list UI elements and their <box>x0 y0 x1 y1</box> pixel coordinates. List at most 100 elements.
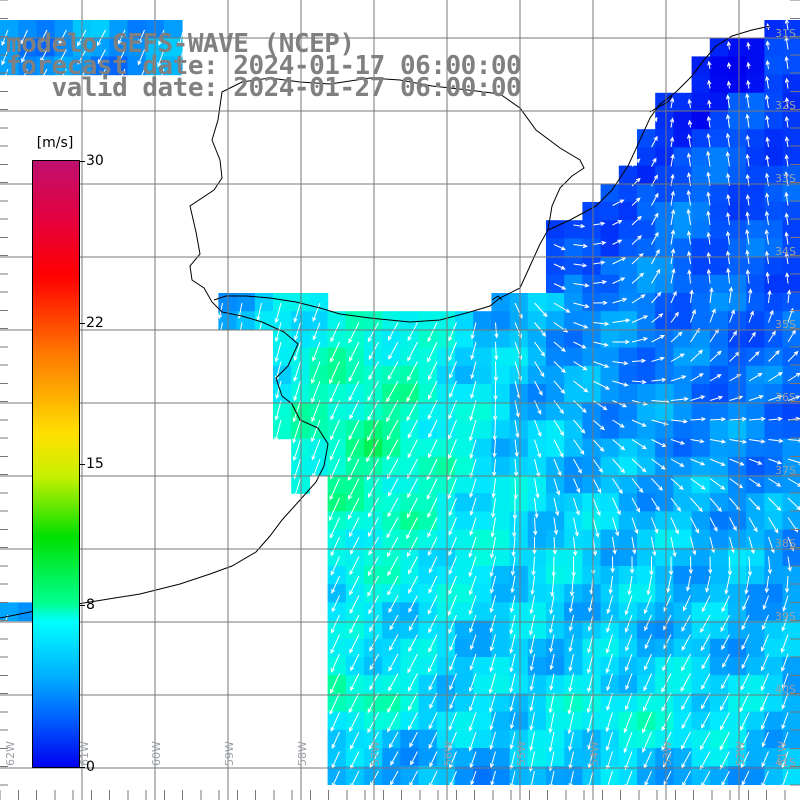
wind-cell <box>673 256 693 276</box>
wind-arrow <box>680 673 691 693</box>
wind-arrow <box>388 341 399 360</box>
wind-arrow <box>573 478 581 494</box>
wind-cell <box>364 729 383 749</box>
wind-arrow <box>719 751 730 770</box>
wind-cell <box>418 547 438 567</box>
wind-cell <box>728 638 747 658</box>
wind-cell <box>564 329 583 349</box>
wind-arrow <box>787 350 799 362</box>
wind-cell <box>600 675 620 694</box>
wind-arrow <box>428 731 438 750</box>
wind-cell <box>618 511 638 531</box>
wind-cell <box>436 329 456 349</box>
wind-cell <box>473 693 492 713</box>
wind-arrow <box>781 731 789 749</box>
wind-cell <box>546 620 565 640</box>
wind-cell <box>691 456 711 476</box>
latitude-label: 35S <box>775 318 796 331</box>
wind-cell <box>345 566 365 585</box>
wind-arrow <box>642 712 652 734</box>
wind-arrow <box>631 458 647 473</box>
wind-arrow <box>592 380 611 390</box>
wind-arrow <box>646 575 652 596</box>
wind-cell <box>673 329 693 349</box>
wind-cell <box>709 111 729 130</box>
wind-cell <box>455 620 474 640</box>
wind-cell <box>728 493 747 512</box>
wind-cell <box>509 329 529 349</box>
wind-arrow <box>612 220 623 226</box>
wind-arrow <box>606 751 613 770</box>
wind-arrow <box>706 150 711 167</box>
wind-arrow <box>331 575 340 594</box>
wind-arrow <box>138 29 145 45</box>
wind-arrow <box>406 497 418 519</box>
wind-cell <box>564 620 583 640</box>
wind-arrow <box>612 297 628 304</box>
wind-arrow <box>529 770 535 790</box>
wind-cell <box>509 657 529 676</box>
wind-arrow <box>761 770 769 788</box>
wind-cell <box>345 766 365 785</box>
wind-cell <box>491 638 511 658</box>
wind-arrow <box>448 400 457 420</box>
wind-arrow <box>573 223 586 229</box>
wind-arrow <box>274 302 282 324</box>
wind-arrow <box>98 68 106 82</box>
wind-cell <box>673 293 693 312</box>
wind-cell <box>655 547 674 567</box>
wind-cell <box>436 493 456 512</box>
wind-arrow <box>768 416 783 422</box>
wind-cell <box>418 620 438 640</box>
wind-arrow <box>20 29 28 45</box>
wind-cell <box>473 475 492 494</box>
wind-cell <box>400 766 420 785</box>
wind-arrow <box>468 692 477 712</box>
wind-cell <box>455 493 474 512</box>
wind-arrow <box>347 439 360 463</box>
wind-cell <box>637 620 656 640</box>
wind-arrow <box>448 575 457 596</box>
wind-arrow <box>690 497 703 513</box>
wind-arrow <box>274 400 282 421</box>
latitude-label: 37S <box>775 464 796 477</box>
wind-cell <box>764 748 784 767</box>
wind-arrow <box>631 517 639 535</box>
wind-cell <box>637 256 656 276</box>
wind-cell <box>746 584 765 603</box>
wind-cell <box>473 657 492 676</box>
wind-cell <box>655 675 674 694</box>
wind-arrow <box>629 556 635 574</box>
wind-cell <box>345 311 365 330</box>
wind-arrow <box>709 287 714 304</box>
wind-arrow <box>631 272 645 284</box>
wind-cell <box>618 748 638 767</box>
wind-arrow <box>329 361 340 385</box>
latitude-label: 31S <box>775 27 796 40</box>
wind-cell <box>764 729 784 749</box>
wind-arrow <box>786 289 792 304</box>
wind-cell <box>728 183 747 203</box>
wind-arrow <box>449 380 457 399</box>
wind-cell <box>509 402 529 421</box>
wind-arrow <box>631 177 641 187</box>
wind-arrow <box>275 380 282 400</box>
wind-cell <box>582 602 602 622</box>
wind-cell <box>564 293 583 312</box>
wind-arrow <box>529 653 535 672</box>
wind-cell <box>600 566 620 585</box>
wind-arrow <box>469 478 477 499</box>
wind-arrow <box>409 770 418 787</box>
wind-cell <box>728 74 747 94</box>
wind-arrow <box>274 419 282 443</box>
wind-arrow <box>784 55 789 70</box>
wind-cell <box>582 511 602 531</box>
wind-arrow <box>514 439 519 458</box>
wind-arrow <box>612 199 625 206</box>
colorbar-tick-mark <box>79 322 85 324</box>
wind-arrow <box>740 731 750 750</box>
wind-cell <box>491 438 511 458</box>
wind-arrow <box>406 536 418 558</box>
wind-arrow <box>388 731 399 749</box>
wind-arrow <box>534 458 541 478</box>
